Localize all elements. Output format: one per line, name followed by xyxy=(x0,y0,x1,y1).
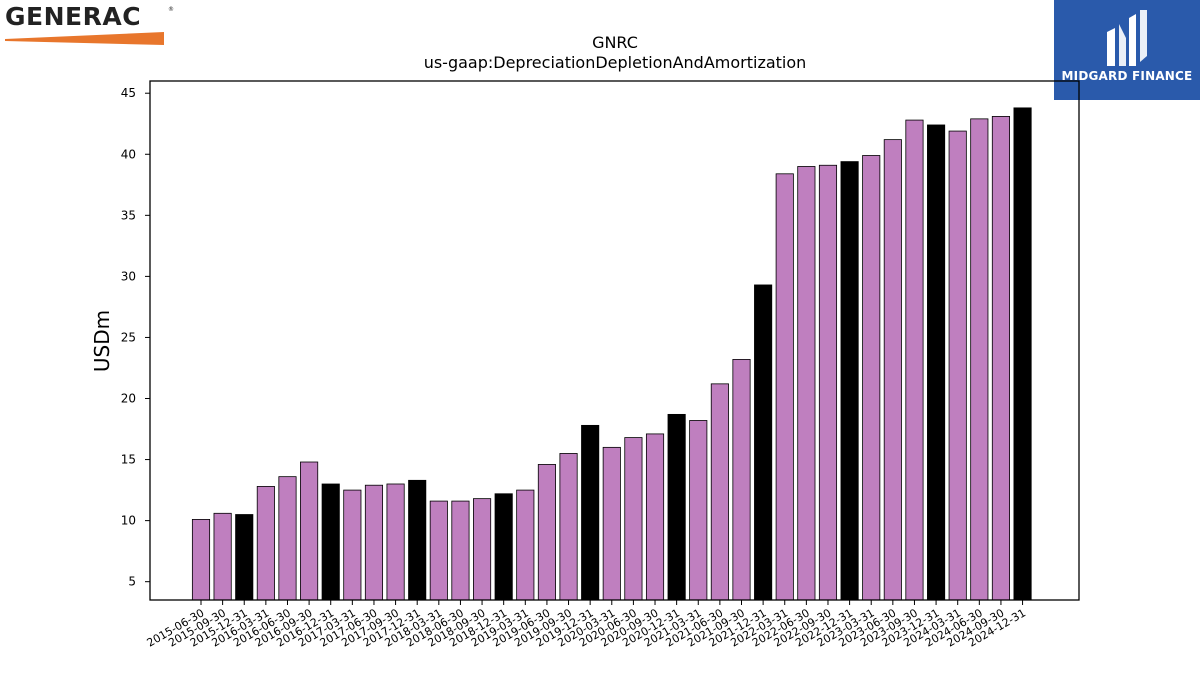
bar-2020-06-30 xyxy=(624,437,643,601)
bar-2019-12-31 xyxy=(581,424,600,601)
bar-2022-12-31 xyxy=(840,161,859,601)
bar-2016-09-30 xyxy=(300,461,319,601)
y-tick-label-35: 35 xyxy=(121,208,136,222)
bar-2018-12-31 xyxy=(494,493,513,601)
bar-2019-03-31 xyxy=(516,489,535,601)
bar-2017-06-30 xyxy=(364,484,384,601)
bar-2020-12-31 xyxy=(667,413,686,601)
y-tick-label-15: 15 xyxy=(121,453,136,467)
bar-2024-09-30 xyxy=(991,116,1010,601)
registered-mark: ® xyxy=(168,6,174,13)
chart-title: GNRC xyxy=(592,33,638,52)
bar-2019-06-30 xyxy=(537,464,556,601)
midgard-finance-logo: MIDGARD FINANCE xyxy=(1054,0,1200,100)
bar-2016-12-31 xyxy=(321,483,340,601)
midgard-emblem-icon xyxy=(1107,10,1147,66)
bar-2020-03-31 xyxy=(602,446,621,601)
bar-2015-06-30 xyxy=(191,519,211,601)
bar-2023-09-30 xyxy=(905,119,924,601)
bar-2017-12-31 xyxy=(408,479,427,601)
generac-swoosh-icon xyxy=(5,32,164,45)
y-axis-label: USDm xyxy=(90,310,114,372)
chart-subtitle: us-gaap:DepreciationDepletionAndAmortiza… xyxy=(424,53,807,72)
y-tick-label-45: 45 xyxy=(121,86,136,100)
bar-2021-03-31 xyxy=(689,420,708,601)
bar-2021-09-30 xyxy=(732,359,751,601)
bar-2018-09-30 xyxy=(473,498,492,601)
bar-2024-03-31 xyxy=(948,130,967,601)
bar-2019-09-30 xyxy=(559,453,578,601)
bars-group xyxy=(191,107,1032,601)
y-tick-label-40: 40 xyxy=(121,147,136,161)
y-tick-label-20: 20 xyxy=(121,392,136,406)
bar-2023-06-30 xyxy=(883,139,902,601)
y-tick-label-30: 30 xyxy=(121,269,136,283)
bar-2023-12-31 xyxy=(927,124,946,601)
bar-2022-03-31 xyxy=(775,173,794,601)
y-tick-label-10: 10 xyxy=(121,514,136,528)
bar-2024-12-31 xyxy=(1013,107,1032,601)
bar-2024-06-30 xyxy=(970,118,989,601)
bar-2021-12-31 xyxy=(754,284,773,601)
y-axis: 5 10 15 20 25 30 35 40 45 xyxy=(121,86,150,589)
bar-2021-06-30 xyxy=(710,383,729,601)
generac-logo: GENERAC ® xyxy=(5,2,175,45)
bar-2018-06-30 xyxy=(451,500,470,601)
bar-2017-03-31 xyxy=(343,489,362,601)
y-tick-label-5: 5 xyxy=(128,575,136,589)
bar-2022-06-30 xyxy=(797,166,816,601)
bar-2022-09-30 xyxy=(818,164,838,601)
bar-2018-03-31 xyxy=(429,500,448,601)
x-axis: 2015-06-302015-09-302015-12-312016-03-31… xyxy=(145,600,1028,650)
bar-2020-09-30 xyxy=(645,433,665,601)
bar-2015-12-31 xyxy=(235,514,254,601)
generac-wordmark: GENERAC xyxy=(5,2,142,31)
midgard-finance-text: MIDGARD FINANCE xyxy=(1061,69,1193,83)
y-tick-label-25: 25 xyxy=(121,330,136,344)
plot-frame xyxy=(149,80,1080,601)
bar-2015-09-30 xyxy=(213,512,232,601)
bar-2017-09-30 xyxy=(386,483,405,601)
bar-2023-03-31 xyxy=(862,155,881,601)
bar-2016-06-30 xyxy=(278,476,297,601)
bar-2016-03-31 xyxy=(256,486,275,601)
